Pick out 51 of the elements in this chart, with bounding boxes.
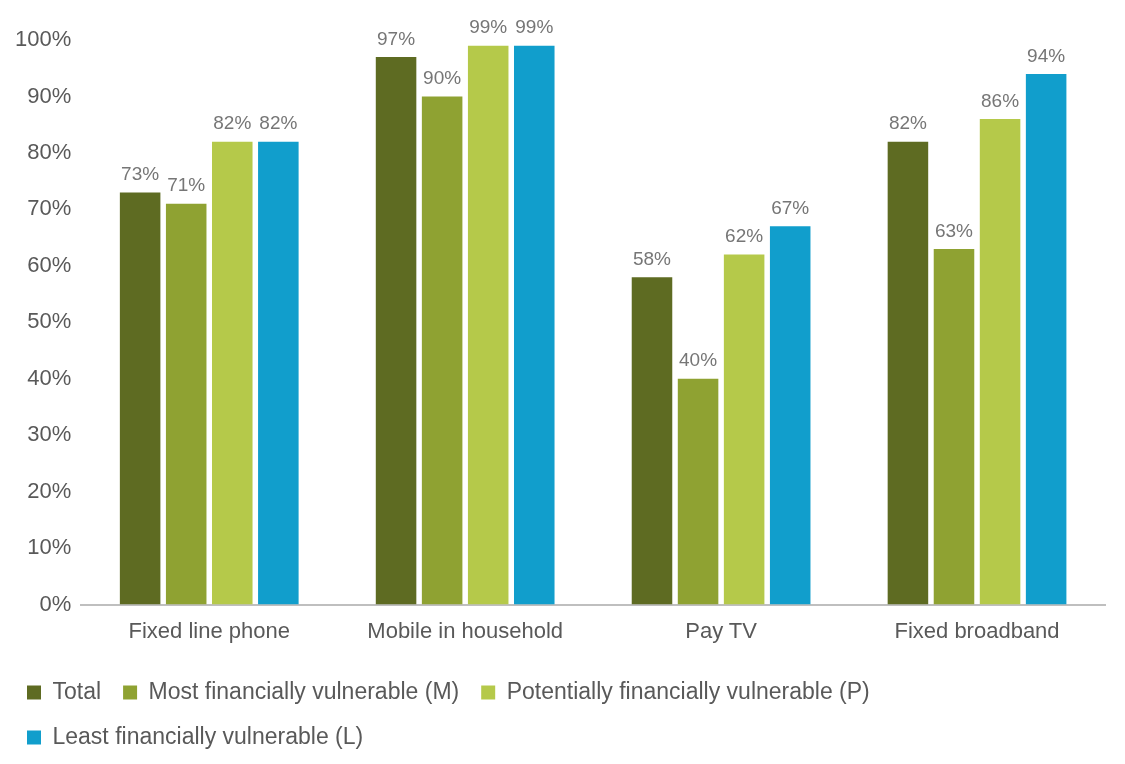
bar — [375, 56, 417, 605]
bar — [631, 277, 673, 605]
data-label: 67% — [771, 197, 810, 219]
bar — [467, 45, 509, 605]
y-tick-label: 40% — [27, 364, 72, 390]
data-label: 86% — [981, 89, 1020, 111]
y-tick-label: 20% — [27, 477, 72, 503]
data-label: 82% — [888, 112, 928, 134]
bar — [723, 254, 765, 605]
x-tick-label: Fixed line phone — [128, 617, 290, 643]
bar — [421, 96, 463, 605]
data-label: 71% — [167, 174, 206, 196]
legend-label: Potentially financially vulnerable (P) — [506, 677, 870, 704]
data-label: 82% — [259, 112, 298, 134]
x-tick-label: Mobile in household — [367, 617, 564, 643]
data-label: 99% — [469, 16, 508, 38]
bar — [212, 141, 253, 605]
data-label: 62% — [725, 225, 764, 247]
y-tick-label: 50% — [27, 308, 72, 334]
data-label: 58% — [632, 247, 672, 269]
data-label: 63% — [934, 219, 974, 241]
bar — [677, 378, 719, 605]
data-label: 97% — [377, 27, 416, 49]
legend-label: Most financially vulnerable (M) — [148, 677, 460, 704]
data-label: 73% — [121, 163, 160, 185]
y-tick-label: 0% — [39, 590, 72, 616]
x-tick-label: Fixed broadband — [894, 617, 1060, 643]
legend-label: Least financially vulnerable (L) — [52, 722, 364, 749]
bar — [1025, 73, 1067, 605]
bar — [887, 141, 929, 605]
data-label: 40% — [679, 349, 718, 371]
y-tick-label: 30% — [27, 421, 72, 447]
y-tick-label: 70% — [27, 195, 72, 221]
y-tick-label: 10% — [27, 534, 72, 560]
bar — [165, 203, 207, 605]
bar — [933, 248, 975, 605]
y-tick-label: 100% — [14, 26, 72, 52]
y-tick-label: 90% — [27, 82, 72, 108]
data-label: 82% — [213, 112, 252, 134]
data-label: 94% — [1027, 44, 1066, 66]
bar — [258, 141, 299, 605]
bar — [769, 226, 811, 605]
bar — [119, 192, 161, 605]
data-label: 90% — [423, 67, 462, 89]
x-tick-label: Pay TV — [685, 617, 758, 643]
data-label: 99% — [515, 16, 554, 38]
bar — [979, 119, 1021, 605]
y-tick-label: 60% — [27, 251, 72, 277]
legend-label: Total — [52, 677, 102, 704]
bar — [514, 45, 555, 605]
y-tick-label: 80% — [27, 138, 72, 164]
